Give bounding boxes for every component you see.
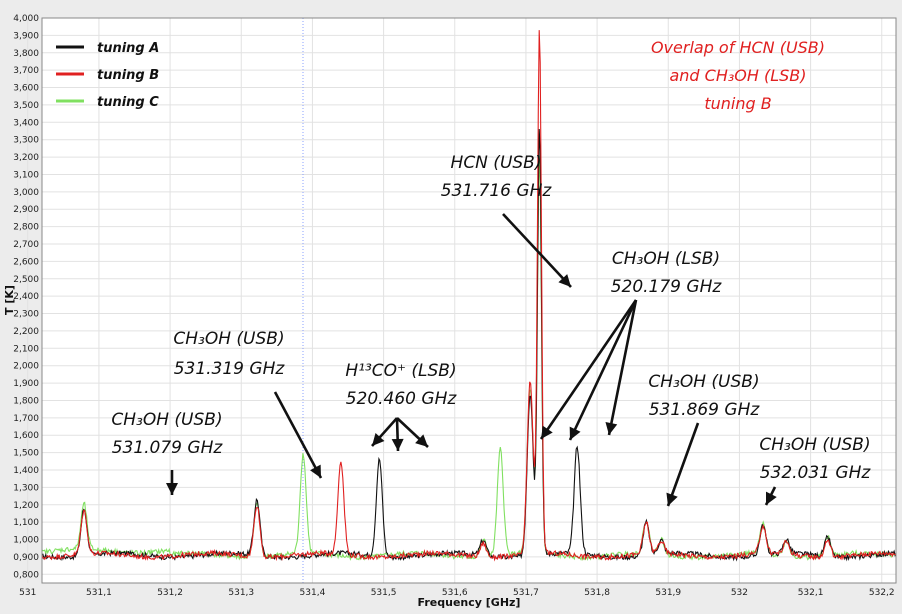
annotation-frequency: and CH₃OH (LSB) [669,66,806,85]
x-tick-label: 531,7 [513,588,539,598]
annotation-arrowhead [766,491,777,505]
y-tick-label: 4,000 [13,14,39,24]
annotation-arrowhead [541,425,553,439]
y-tick-label: 0,800 [13,570,39,580]
y-tick-label: 1,500 [13,449,39,459]
annotation-label: CH₃OH (LSB) [612,249,720,269]
annotations: CH₃OH (USB) 531.079 GHz CH₃OH (USB) 531.319… [111,38,871,483]
annotation-arrow [607,299,638,436]
legend-label: tuning A [97,41,159,56]
annotation-label: tuning B [704,94,771,113]
y-axis-label: T [K] [3,285,16,315]
annotation-arrowhead [391,438,404,451]
annotation-arrowhead [372,433,385,446]
x-tick-label: 531,3 [228,588,254,598]
annotation-label: CH₃OH (USB) [759,435,870,455]
annotation-frequency: 532.031 GHz [760,463,872,483]
y-tick-label: 2,900 [13,205,39,215]
annotation-arrowhead [558,274,571,287]
y-tick-label: 1,300 [13,483,39,493]
y-tick-labels: 0,800 0,900 1,000 1,100 1,200 1,300 1,400 1,500… [13,14,39,580]
y-tick-label: 3,700 [13,66,39,76]
y-tick-label: 3,800 [13,49,39,59]
y-tick-label: 3,000 [13,188,39,198]
y-tick-label: 2,100 [13,344,39,354]
y-tick-label: 3,600 [13,84,39,94]
annotation-frequency: 520.179 GHz [611,277,723,297]
y-tick-label: 1,100 [13,518,39,528]
plot-frame [41,17,897,584]
annotation-label: H¹³CO⁺ (LSB) [345,361,456,381]
annotation-arrowhead [166,483,178,495]
plot-area [42,18,896,583]
legend: tuning A tuning B tuning C [56,41,159,110]
series-layer [41,30,897,562]
x-tick-label: 532 [731,588,748,598]
annotation-arrow [568,299,638,441]
annotation-arrowhead [666,492,678,506]
y-tick-label: 1,900 [13,379,39,389]
annotation-arrowhead [569,426,581,440]
annotation-arrowhead [605,422,618,435]
legend-label: tuning C [97,95,159,110]
y-tick-label: 1,700 [13,414,39,424]
annotation-frequency: 520.460 GHz [346,389,458,409]
y-tick-label: 2,800 [13,223,39,233]
annotation-arrow [666,422,700,507]
y-tick-label: 2,700 [13,240,39,250]
x-tick-label: 532,1 [798,588,824,598]
y-tick-label: 0,900 [13,553,39,563]
x-tick-label: 532,2 [869,588,895,598]
annotation-label: CH₃OH (USB) [173,329,284,349]
y-tick-label: 3,500 [13,101,39,111]
annotation-frequency: 531.079 GHz [112,438,224,458]
y-tick-label: 1,200 [13,501,39,511]
x-tick-label: 531,9 [655,588,681,598]
y-tick-label: 2,600 [13,257,39,267]
y-tick-label: 1,000 [13,536,39,546]
annotation-label: CH₃OH (USB) [111,410,222,430]
y-tick-label: 2,000 [13,362,39,372]
annotation-label: Overlap of HCN (USB) [651,38,825,57]
x-tick-label: 531,4 [300,588,326,598]
annotation-label: CH₃OH (USB) [648,372,759,392]
annotation-frequency: 531.869 GHz [649,400,761,420]
y-tick-label: 1,800 [13,396,39,406]
y-tick-label: 2,400 [13,292,39,302]
annotation-arrow [273,391,323,479]
x-tick-label: 531,5 [371,588,397,598]
x-tick-label: 531,6 [442,588,468,598]
y-tick-label: 2,500 [13,275,39,285]
x-tick-label: 531,1 [86,588,112,598]
x-tick-labels: 531 531,1 531,2 531,3 531,4 531,5 531,6 531,7 53… [19,588,894,598]
annotation-arrowhead [310,464,321,478]
y-tick-label: 3,900 [13,31,39,41]
x-tick-label: 531 [19,588,36,598]
y-tick-label: 1,400 [13,466,39,476]
y-tick-label: 2,200 [13,327,39,337]
annotation-frequency: 531.319 GHz [174,359,286,379]
annotation-label: HCN (USB) [451,153,542,173]
y-tick-label: 3,400 [13,118,39,128]
annotation-arrows [166,213,777,507]
annotation-frequency: 531.716 GHz [441,181,553,201]
x-axis-label: Frequency [GHz] [418,596,521,609]
y-tick-label: 3,300 [13,136,39,146]
series-line [41,30,897,562]
annotation-arrow [502,213,572,288]
x-tick-label: 531,8 [584,588,610,598]
y-tick-label: 3,200 [13,153,39,163]
y-tick-label: 1,600 [13,431,39,441]
annotation-arrow [539,299,638,440]
legend-label: tuning B [97,68,159,83]
y-tick-label: 3,100 [13,170,39,180]
y-tick-label: 2,300 [13,310,39,320]
annotation-arrowhead [415,434,428,447]
x-tick-label: 531,2 [157,588,183,598]
